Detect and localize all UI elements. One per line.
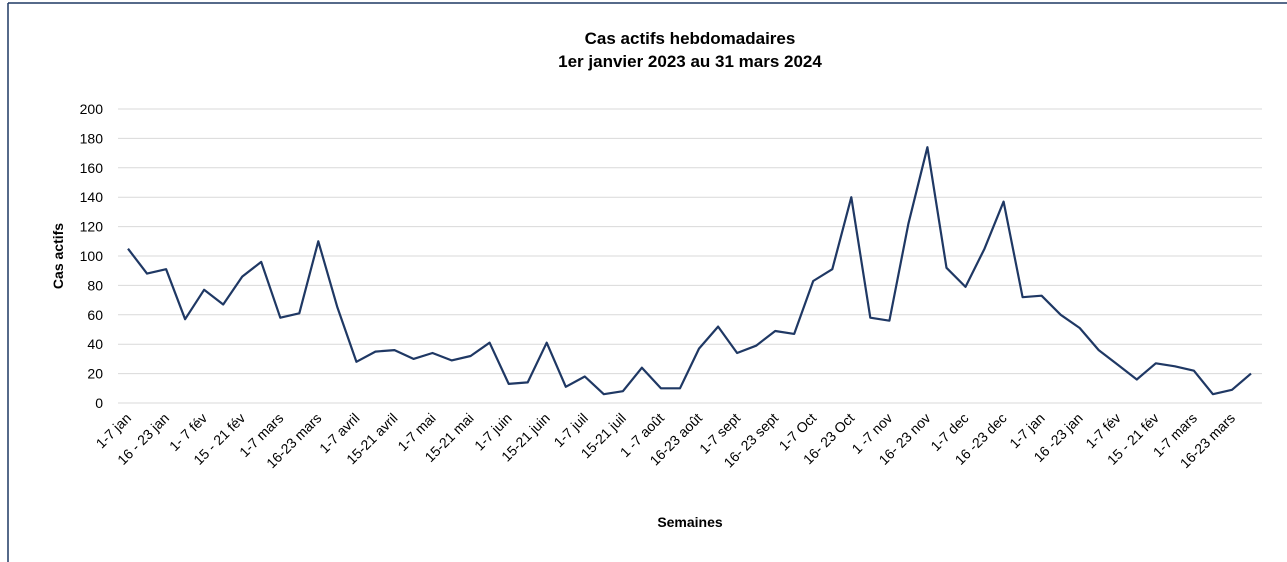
y-tick-label: 60	[87, 307, 103, 323]
y-axis-title: Cas actifs	[50, 223, 66, 289]
data-line	[127, 146, 1252, 396]
chart-title: Cas actifs hebdomadaires	[585, 29, 796, 48]
y-tick-label: 200	[80, 101, 104, 117]
chart-subtitle: 1er janvier 2023 au 31 mars 2024	[558, 52, 822, 71]
y-tick-label: 0	[95, 395, 103, 411]
y-tick-label: 120	[80, 219, 104, 235]
y-tick-label: 40	[87, 336, 103, 352]
y-tick-label: 80	[87, 277, 103, 293]
y-tick-label: 140	[80, 189, 104, 205]
y-tick-label: 100	[80, 248, 104, 264]
y-tick-label: 160	[80, 160, 104, 176]
y-tick-label: 180	[80, 130, 104, 146]
x-axis-title: Semaines	[657, 514, 723, 530]
y-tick-label: 20	[87, 366, 103, 382]
